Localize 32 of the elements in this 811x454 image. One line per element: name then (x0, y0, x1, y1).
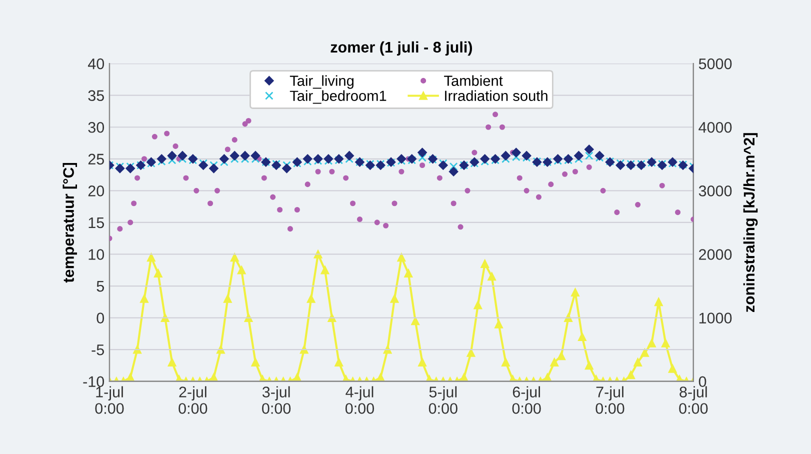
y2-tick-label: 2000 (699, 249, 732, 260)
y-tick-label: 40 (88, 58, 104, 70)
x-tick-label: 3-jul 0:00 (262, 386, 291, 414)
legend-label: Tair_bedroom1 (290, 90, 386, 104)
x-tick-label: 6-jul 0:00 (512, 386, 541, 414)
x-tick-label: 1-jul 0:00 (95, 386, 124, 414)
y-tick-label: 30 (88, 122, 104, 133)
legend-label: Tair_living (290, 75, 354, 89)
y2-tick-label: 5000 (698, 58, 732, 70)
y-tick-label: 0 (96, 312, 104, 324)
y-tick-label: 5 (96, 281, 104, 292)
y-tick-label: 10 (88, 249, 104, 260)
x-tick-label: 8-jul 0:00 (679, 386, 708, 414)
y-tick-label: 15 (88, 217, 104, 228)
y2-tick-label: 1000 (699, 312, 732, 324)
x-tick-label: 7-jul 0:00 (596, 386, 624, 414)
y-tick-label: -10 (83, 376, 104, 388)
x-tick-label: 2-jul 0:00 (178, 386, 208, 414)
y-axis-title: temperatuur [°C] (62, 162, 77, 283)
legend-label: Irradiation south (445, 90, 548, 101)
y2-tick-label: 4000 (698, 122, 732, 133)
x-tick-label: 4-jul 0:00 (345, 386, 374, 414)
y-tick-label: 35 (88, 90, 104, 102)
y-tick-label: 20 (88, 186, 104, 196)
y-tick-label: 25 (88, 154, 104, 165)
y-tick-label: -5 (92, 344, 104, 356)
legend-label: Tambient (444, 75, 503, 86)
y2-axis-title: zoninstraling [kJ/hr.m^2] (743, 133, 758, 312)
y2-tick-label: 0 (698, 376, 706, 388)
x-tick-label: 5-jul 0:00 (428, 386, 458, 414)
chart-title: zomer (1 juli - 8 juli) (330, 41, 472, 56)
y2-tick-label: 3000 (698, 186, 732, 196)
